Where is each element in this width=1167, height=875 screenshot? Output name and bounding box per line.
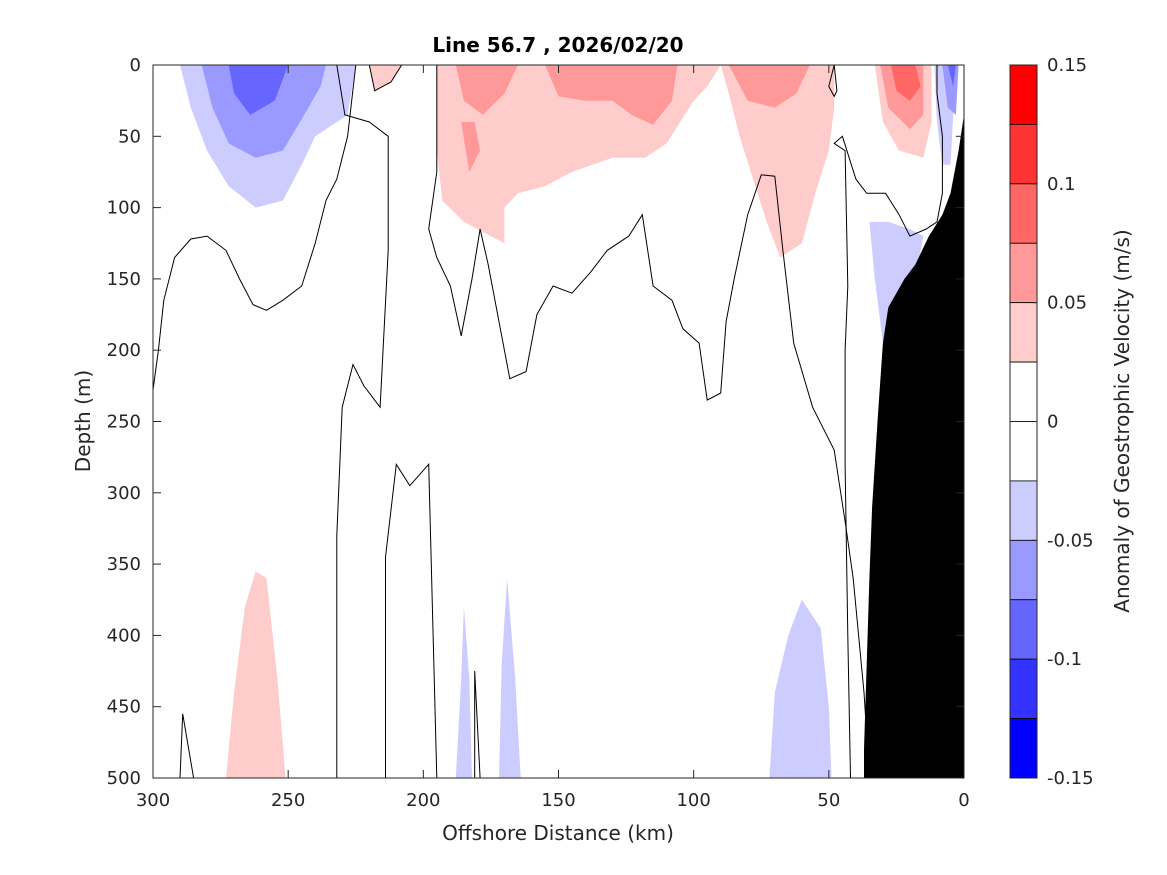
- filled-region-20: [769, 599, 832, 778]
- colorbar-segment-2: [1009, 183, 1038, 244]
- y-tick-label-4: 200: [107, 340, 141, 361]
- colorbar-segment-3: [1009, 242, 1038, 304]
- y-tick-label-0: 0: [130, 55, 141, 76]
- land-mask: [864, 114, 964, 778]
- colorbar-tick-label-4: -0.05: [1047, 530, 1094, 551]
- filled-region-7: [545, 65, 678, 125]
- colorbar-segment-1: [1009, 124, 1038, 185]
- y-tick-label-6: 300: [107, 483, 141, 504]
- filled-region-18: [455, 606, 472, 778]
- filled-region-8: [720, 65, 835, 258]
- colorbar-tick-label-2: 0.05: [1047, 293, 1087, 314]
- x-tick-label-4: 100: [676, 790, 710, 811]
- y-tick-label-5: 250: [107, 412, 141, 433]
- contour-line-6: [474, 670, 481, 778]
- contour-line-3: [336, 65, 389, 778]
- x-tick-label-6: 0: [958, 790, 969, 811]
- colorbar-segment-5: [1009, 361, 1038, 422]
- filled-region-17: [226, 571, 286, 778]
- chart-title: Line 56.7 , 2026/02/20: [432, 33, 683, 57]
- colorbar: 0.15 0.1 0.05 0 -0.05 -0.1 -0.15: [1009, 55, 1094, 789]
- x-tick-label-0: 300: [136, 790, 170, 811]
- y-tick-label-7: 350: [107, 554, 141, 575]
- plot-area: [152, 64, 965, 779]
- colorbar-tick-label-6: -0.15: [1047, 768, 1094, 789]
- x-tick-label-3: 150: [541, 790, 575, 811]
- y-axis-title: Depth (m): [71, 370, 95, 472]
- filled-region-5: [455, 65, 518, 115]
- filled-region-12: [891, 65, 921, 101]
- y-tick-label-9: 450: [107, 697, 141, 718]
- colorbar-segment-4: [1009, 302, 1038, 363]
- colorbar-segment-0: [1009, 64, 1038, 125]
- filled-region-19: [499, 578, 521, 778]
- filled-region-2: [228, 65, 289, 115]
- y-tick-label-10: 500: [107, 768, 141, 789]
- x-axis: 300 250 200 150 100 50 0: [136, 65, 970, 811]
- colorbar-tick-label-0: 0.15: [1047, 55, 1087, 76]
- colorbar-tick-label-1: 0.1: [1047, 174, 1076, 195]
- contour-line-8: [828, 65, 838, 98]
- y-tick-label-3: 150: [107, 269, 141, 290]
- x-tick-label-5: 50: [817, 790, 840, 811]
- filled-region-3: [369, 65, 402, 91]
- x-tick-label-2: 200: [406, 790, 440, 811]
- colorbar-segment-6: [1009, 421, 1038, 482]
- filled-region-6: [461, 122, 481, 172]
- colorbar-segment-8: [1009, 539, 1038, 601]
- filled-region-1: [201, 65, 326, 158]
- x-axis-title: Offshore Distance (km): [442, 821, 674, 845]
- y-tick-label-2: 100: [107, 198, 141, 219]
- contour-line-5: [179, 713, 195, 778]
- colorbar-segment-11: [1009, 718, 1038, 779]
- colorbar-segment-9: [1009, 599, 1038, 660]
- contour-line-1: [368, 65, 403, 92]
- colorbar-segment-7: [1009, 480, 1038, 541]
- colorbar-title: Anomaly of Geostrophic Velocity (m/s): [1110, 229, 1134, 612]
- filled-region-15: [947, 65, 956, 87]
- filled-region-14: [942, 65, 959, 115]
- contour-line-4: [385, 462, 438, 778]
- x-tick-label-1: 250: [271, 790, 305, 811]
- contour-line-2: [428, 65, 870, 778]
- contour-line-0: [153, 65, 357, 391]
- filled-region-9: [728, 65, 810, 108]
- contour-line-7: [833, 65, 943, 778]
- y-axis: 0 50 100 150 200 250 300 350 400 450 500: [107, 55, 964, 789]
- y-tick-label-8: 400: [107, 625, 141, 646]
- colorbar-segment-10: [1009, 658, 1038, 719]
- colorbar-tick-label-5: -0.1: [1047, 649, 1082, 670]
- colorbar-tick-label-3: 0: [1047, 412, 1058, 433]
- y-tick-label-1: 50: [118, 126, 141, 147]
